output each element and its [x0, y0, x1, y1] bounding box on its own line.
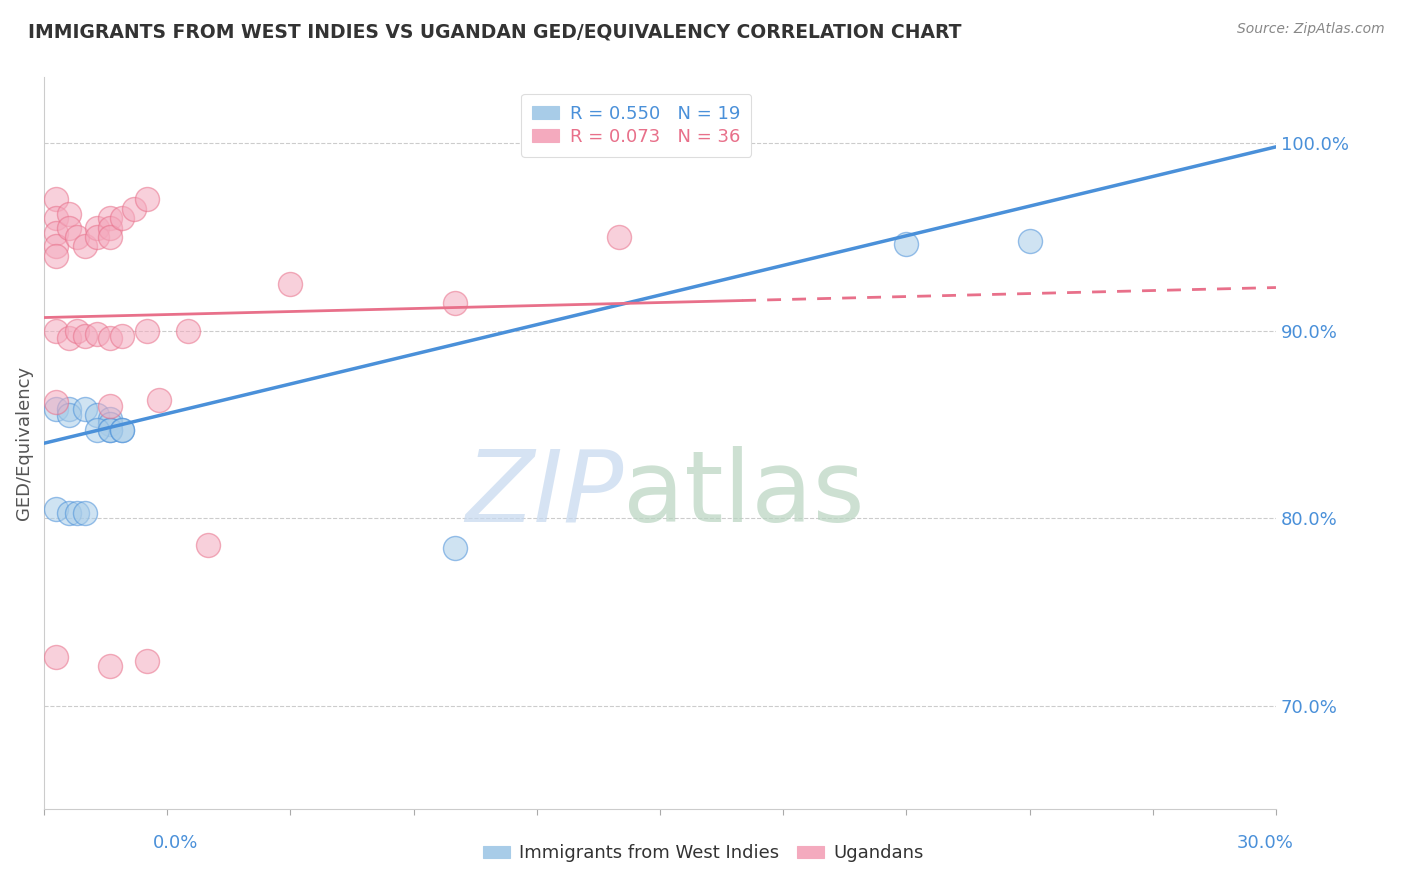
Text: 0.0%: 0.0% — [153, 834, 198, 852]
Point — [45, 501, 67, 516]
Point — [1018, 234, 1040, 248]
Point — [45, 324, 67, 338]
Point — [86, 408, 108, 422]
Point — [111, 329, 134, 343]
Point — [98, 417, 121, 432]
Point — [124, 202, 146, 216]
Point — [45, 249, 67, 263]
Point — [45, 226, 67, 240]
Point — [75, 506, 97, 520]
Point — [98, 412, 121, 426]
Point — [45, 650, 67, 665]
Point — [98, 659, 121, 673]
Point — [111, 211, 134, 226]
Point — [45, 193, 67, 207]
Point — [443, 295, 465, 310]
Point — [135, 324, 157, 338]
Legend: Immigrants from West Indies, Ugandans: Immigrants from West Indies, Ugandans — [475, 838, 931, 870]
Point — [66, 506, 89, 520]
Point — [45, 211, 67, 226]
Point — [98, 230, 121, 244]
Point — [111, 423, 134, 437]
Point — [148, 393, 170, 408]
Point — [98, 331, 121, 345]
Point — [280, 277, 302, 291]
Point — [66, 230, 89, 244]
Point — [177, 324, 200, 338]
Point — [58, 408, 80, 422]
Point — [58, 506, 80, 520]
Point — [75, 402, 97, 417]
Text: Source: ZipAtlas.com: Source: ZipAtlas.com — [1237, 22, 1385, 37]
Point — [98, 423, 121, 437]
Text: IMMIGRANTS FROM WEST INDIES VS UGANDAN GED/EQUIVALENCY CORRELATION CHART: IMMIGRANTS FROM WEST INDIES VS UGANDAN G… — [28, 22, 962, 41]
Point — [86, 327, 108, 342]
Point — [443, 541, 465, 556]
Legend: R = 0.550   N = 19, R = 0.073   N = 36: R = 0.550 N = 19, R = 0.073 N = 36 — [522, 94, 751, 157]
Text: atlas: atlas — [623, 446, 865, 543]
Point — [75, 239, 97, 253]
Point — [607, 230, 630, 244]
Point — [135, 654, 157, 668]
Point — [98, 211, 121, 226]
Point — [98, 423, 121, 437]
Text: ZIP: ZIP — [465, 446, 623, 543]
Point — [66, 324, 89, 338]
Point — [86, 230, 108, 244]
Point — [197, 537, 219, 551]
Point — [86, 220, 108, 235]
Text: 30.0%: 30.0% — [1237, 834, 1294, 852]
Point — [45, 239, 67, 253]
Point — [896, 237, 918, 252]
Point — [98, 220, 121, 235]
Point — [58, 402, 80, 417]
Y-axis label: GED/Equivalency: GED/Equivalency — [15, 366, 32, 520]
Point — [58, 220, 80, 235]
Point — [111, 423, 134, 437]
Point — [45, 395, 67, 409]
Point — [86, 423, 108, 437]
Point — [98, 399, 121, 413]
Point — [58, 207, 80, 221]
Point — [75, 329, 97, 343]
Point — [45, 402, 67, 417]
Point — [58, 331, 80, 345]
Point — [135, 193, 157, 207]
